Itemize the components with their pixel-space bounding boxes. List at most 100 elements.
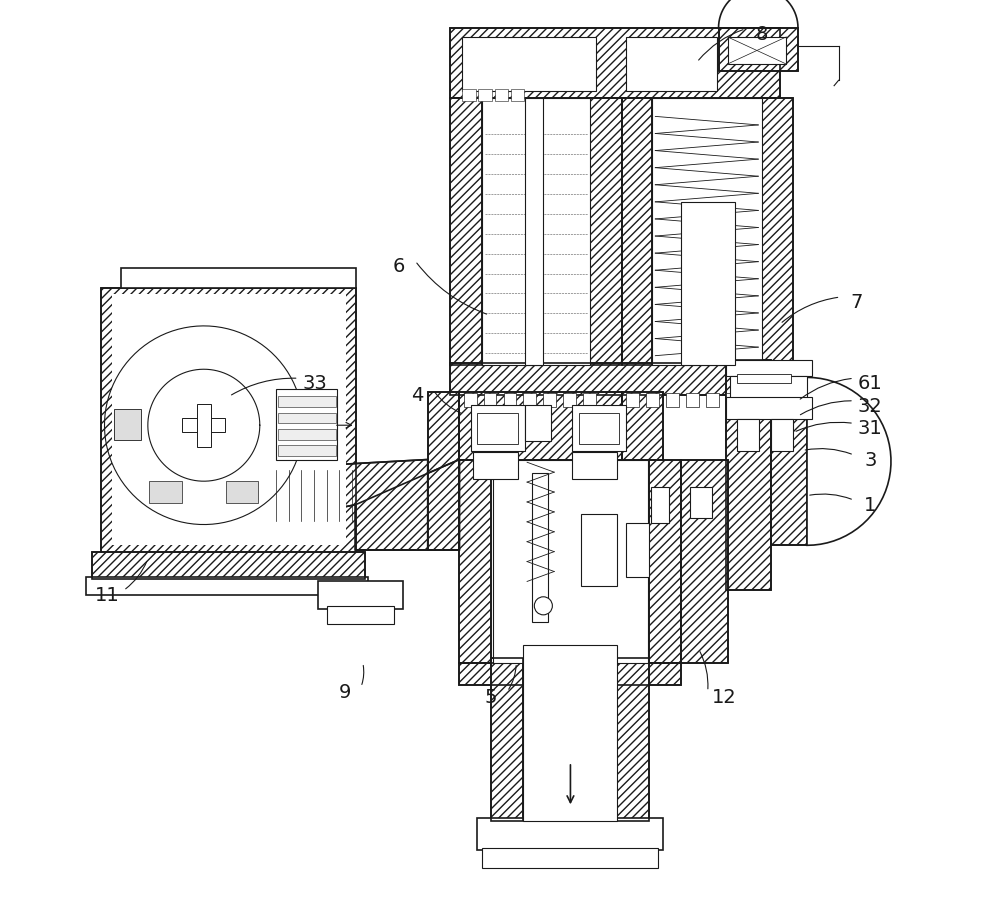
Text: 31: 31: [858, 419, 883, 438]
Bar: [182, 419, 225, 433]
Bar: [197, 404, 211, 447]
Text: 33: 33: [303, 373, 327, 393]
Text: 6: 6: [393, 256, 405, 276]
Bar: [681, 203, 735, 365]
Bar: [728, 38, 786, 65]
Polygon shape: [649, 460, 681, 663]
Text: 3: 3: [864, 450, 876, 470]
Bar: [278, 446, 336, 456]
Bar: [114, 410, 141, 440]
Polygon shape: [356, 460, 459, 550]
Text: 32: 32: [858, 396, 883, 416]
Bar: [318, 582, 403, 609]
Bar: [92, 552, 365, 579]
Text: 7: 7: [850, 292, 863, 312]
Bar: [626, 523, 649, 577]
Bar: [511, 90, 524, 102]
Bar: [617, 658, 649, 821]
Text: 61: 61: [858, 373, 883, 393]
Bar: [581, 514, 617, 586]
Text: 4: 4: [411, 385, 423, 405]
Bar: [491, 658, 523, 821]
Text: 11: 11: [95, 585, 120, 605]
Bar: [737, 374, 791, 383]
Bar: [482, 99, 590, 365]
Bar: [482, 848, 658, 868]
Bar: [532, 474, 548, 622]
Bar: [327, 606, 394, 624]
Bar: [484, 393, 496, 408]
Polygon shape: [459, 392, 622, 460]
Bar: [666, 393, 679, 408]
Polygon shape: [428, 392, 459, 550]
Polygon shape: [459, 460, 491, 663]
Bar: [278, 429, 336, 440]
Bar: [462, 38, 596, 92]
Bar: [477, 413, 518, 445]
Bar: [525, 99, 543, 365]
Bar: [726, 361, 812, 377]
Bar: [462, 90, 476, 102]
Bar: [504, 393, 516, 408]
Polygon shape: [771, 379, 807, 546]
Polygon shape: [590, 99, 622, 365]
Bar: [92, 552, 365, 579]
Text: 8: 8: [756, 24, 768, 44]
Polygon shape: [762, 99, 793, 365]
Bar: [706, 393, 719, 408]
Text: 9: 9: [338, 682, 351, 702]
Bar: [543, 393, 556, 408]
Bar: [579, 413, 619, 445]
Polygon shape: [622, 99, 652, 365]
Bar: [771, 419, 793, 451]
Bar: [226, 482, 258, 503]
Bar: [278, 397, 336, 408]
Bar: [477, 818, 663, 850]
Bar: [652, 99, 762, 365]
Circle shape: [534, 597, 552, 615]
Polygon shape: [265, 460, 428, 550]
Bar: [726, 398, 812, 419]
Polygon shape: [622, 392, 663, 460]
Bar: [276, 390, 337, 460]
Polygon shape: [719, 29, 798, 72]
Bar: [525, 406, 551, 442]
Bar: [112, 295, 346, 546]
Polygon shape: [450, 99, 482, 365]
Bar: [523, 645, 617, 821]
Bar: [478, 90, 492, 102]
Polygon shape: [450, 29, 780, 99]
Polygon shape: [681, 460, 728, 663]
Bar: [626, 393, 639, 408]
Text: 5: 5: [485, 686, 497, 706]
Text: 12: 12: [712, 686, 736, 706]
Polygon shape: [726, 361, 771, 591]
Bar: [464, 393, 477, 408]
Bar: [572, 453, 617, 480]
Polygon shape: [459, 663, 681, 686]
Bar: [583, 393, 596, 408]
Polygon shape: [450, 364, 798, 395]
Bar: [572, 406, 626, 451]
Bar: [730, 377, 807, 399]
Bar: [690, 487, 712, 519]
Bar: [807, 379, 891, 546]
Bar: [523, 393, 536, 408]
Bar: [278, 413, 336, 424]
Bar: [495, 90, 508, 102]
Bar: [121, 269, 356, 289]
Bar: [563, 393, 576, 408]
Bar: [746, 393, 758, 408]
Bar: [646, 393, 659, 408]
Bar: [491, 658, 523, 821]
Bar: [149, 482, 182, 503]
Bar: [473, 453, 518, 480]
Bar: [737, 419, 759, 451]
Bar: [86, 577, 368, 595]
Text: 1: 1: [864, 495, 876, 515]
Bar: [617, 658, 649, 821]
Polygon shape: [101, 289, 356, 555]
Bar: [686, 393, 699, 408]
Bar: [726, 393, 738, 408]
Bar: [471, 406, 525, 451]
